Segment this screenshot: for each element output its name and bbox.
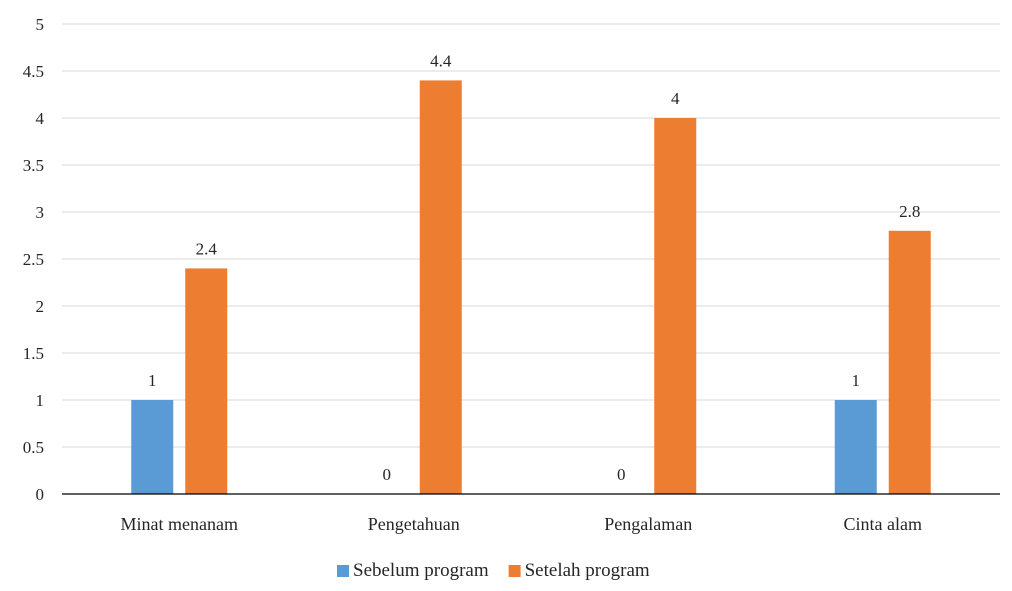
legend-item-sebelum: Sebelum program xyxy=(337,560,489,581)
legend-swatch xyxy=(337,565,349,577)
data-label: 0 xyxy=(383,465,392,484)
x-category-label: Minat menanam xyxy=(121,514,238,534)
y-axis-tick-labels: 0 0.5 1 1.5 2 2.5 3 3.5 4 4.5 5 xyxy=(23,15,45,504)
bar-setelah xyxy=(419,80,462,495)
legend-swatch xyxy=(508,565,521,577)
bar-sebelum xyxy=(834,400,877,494)
bars xyxy=(131,80,931,495)
legend-label: Setelah program xyxy=(525,560,650,581)
y-tick-label: 2 xyxy=(36,297,45,316)
y-tick-label: 3 xyxy=(36,203,45,222)
bar-setelah xyxy=(888,230,931,495)
y-tick-label: 4 xyxy=(36,109,45,128)
y-tick-label: 0 xyxy=(36,485,45,504)
x-axis-category-labels: Minat menanam Pengetahuan Pengalaman Cinta … xyxy=(121,514,922,534)
data-label: 4 xyxy=(671,89,680,108)
x-category-label: Cinta alam xyxy=(844,514,922,534)
x-category-label: Pengalaman xyxy=(604,514,692,534)
data-label: 2.8 xyxy=(899,202,920,221)
data-label: 2.4 xyxy=(196,239,218,258)
bar-setelah xyxy=(654,118,697,494)
bar-sebelum xyxy=(131,400,174,494)
y-tick-label: 4.5 xyxy=(23,62,44,81)
x-category-label: Pengetahuan xyxy=(368,514,460,534)
legend: Sebelum program Setelah program xyxy=(337,560,650,581)
y-tick-label: 1.5 xyxy=(23,344,44,363)
y-tick-label: 2.5 xyxy=(23,250,44,269)
data-label: 0 xyxy=(617,465,626,484)
data-label: 1 xyxy=(852,371,861,390)
data-label: 4.4 xyxy=(430,51,452,70)
bar-setelah xyxy=(185,268,228,494)
legend-label: Sebelum program xyxy=(353,560,489,581)
data-labels: 1 2.4 0 4.4 0 4 1 2.8 xyxy=(148,51,920,484)
y-tick-label: 1 xyxy=(36,391,45,410)
legend-item-setelah: Setelah program xyxy=(508,560,650,581)
data-label: 1 xyxy=(148,371,157,390)
y-tick-label: 0.5 xyxy=(23,438,44,457)
y-tick-label: 5 xyxy=(36,15,45,34)
y-tick-label: 3.5 xyxy=(23,156,44,175)
